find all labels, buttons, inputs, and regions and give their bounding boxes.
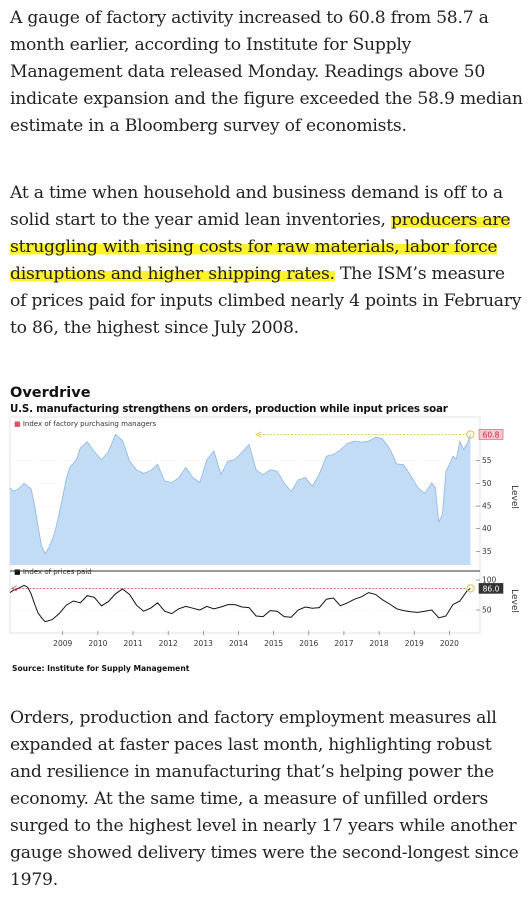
last-point-marker xyxy=(466,430,475,439)
x-tick-label: 2013 xyxy=(194,639,213,648)
x-tick-label: 2016 xyxy=(299,639,318,648)
chart-source: Source: Institute for Supply Management xyxy=(12,664,190,673)
paragraph-2-text-before: At a time when household and business de… xyxy=(10,183,503,230)
article-paragraph-3: Orders, production and factory employmen… xyxy=(10,708,519,890)
x-tick-label: 2011 xyxy=(123,639,142,648)
last-value-label: 60.8 xyxy=(483,430,500,439)
x-tick-label: 2015 xyxy=(264,639,283,648)
chart-title: Overdrive xyxy=(10,385,91,401)
x-tick-label: 2012 xyxy=(159,639,178,648)
pmi-area xyxy=(10,434,471,565)
prices-paid-line xyxy=(9,584,471,623)
paragraph-2-text-after: The ISM’s measure of prices paid for inp… xyxy=(10,264,522,338)
last-value-label: 86.0 xyxy=(483,584,500,593)
legend-entry-2: ■ Index of prices paid xyxy=(14,568,92,576)
y-tick-label: 45 xyxy=(482,502,492,511)
legend-entry-1: ■ Index of factory purchasing managers xyxy=(14,420,157,428)
last-point-marker xyxy=(466,584,475,593)
pmi-line xyxy=(9,433,471,555)
article-paragraph-1: A gauge of factory activity increased to… xyxy=(10,8,523,136)
last-value-badge xyxy=(478,583,504,594)
last-value-badge xyxy=(478,429,504,440)
y-tick-label: 55 xyxy=(482,456,492,465)
y-tick-label: 100 xyxy=(482,576,497,585)
reference-arrow xyxy=(255,431,262,438)
y-tick-label: 40 xyxy=(482,524,492,533)
x-tick-label: 2020 xyxy=(440,639,459,648)
x-tick-label: 2019 xyxy=(405,639,424,648)
chart-subtitle: U.S. manufacturing strengthens on orders… xyxy=(10,403,448,415)
y-axis-label: Level xyxy=(509,485,519,509)
x-tick-label: 2009 xyxy=(53,639,72,648)
y-tick-label: 50 xyxy=(482,479,492,488)
x-tick-label: 2017 xyxy=(334,639,353,648)
chart-plot: ■ Index of factory purchasing managers 55… xyxy=(9,416,519,648)
y-tick-label: 50 xyxy=(482,606,492,615)
x-tick-label: 2010 xyxy=(88,639,107,648)
y-axis-label: Level xyxy=(509,589,519,613)
x-tick-label: 2018 xyxy=(370,639,389,648)
x-tick-label: 2014 xyxy=(229,639,248,648)
y-tick-label: 35 xyxy=(482,547,492,556)
reference-arrow xyxy=(10,585,17,592)
overdrive-chart: Overdrive U.S. manufacturing strengthens… xyxy=(9,385,526,677)
article-paragraph-2: At a time when household and business de… xyxy=(10,180,526,342)
